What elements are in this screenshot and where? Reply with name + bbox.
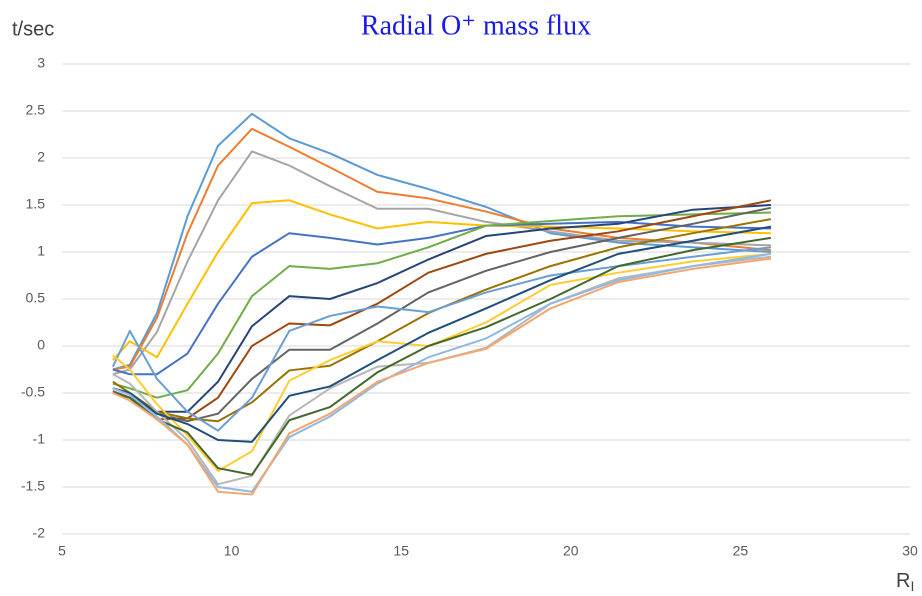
x-tick-label: 30 (902, 543, 918, 559)
y-tick-label: 2.5 (26, 102, 46, 118)
series-line (111, 246, 772, 432)
x-tick-label: 25 (733, 543, 749, 559)
x-axis-label-main: R (896, 570, 910, 592)
series-line (112, 112, 771, 371)
series-line (112, 257, 772, 496)
series-line (112, 199, 772, 421)
series-line (112, 199, 771, 361)
grid (62, 63, 910, 535)
series-line (112, 127, 772, 371)
y-tick-label: -1.5 (21, 478, 45, 494)
series-line (112, 225, 772, 443)
y-tick-label: -0.5 (21, 384, 45, 400)
series-line (112, 220, 771, 376)
y-tick-label: -1 (33, 431, 46, 447)
series-line (112, 150, 771, 376)
y-tick-label: 1 (37, 243, 45, 259)
x-tick-label: 20 (563, 543, 579, 559)
series-line (112, 218, 772, 423)
x-tick-label: 10 (224, 543, 240, 559)
x-tick-label: 5 (58, 543, 66, 559)
series-line (112, 252, 772, 493)
y-axis-label: t/sec (12, 18, 54, 40)
y-tick-label: 1.5 (26, 196, 46, 212)
y-tick-label: 0.5 (26, 290, 46, 306)
x-axis-label-sub: I (910, 578, 914, 594)
chart-title: Radial O⁺ mass flux (361, 10, 591, 41)
series-line (112, 211, 771, 399)
tick-labels: -2 -1.5 -1 -0.5 0 0.5 1 1.5 2 2.5 3 5 10 15 20 25 30 (21, 55, 918, 559)
y-tick-label: 2 (37, 149, 45, 165)
series-line (112, 255, 772, 486)
y-tick-label: 3 (37, 55, 45, 71)
series-line (112, 204, 771, 413)
plot-lines (111, 112, 772, 496)
y-tick-label: -2 (33, 525, 46, 541)
y-tick-label: 0 (37, 337, 45, 353)
x-axis-label: RI (896, 570, 914, 593)
x-tick-label: 15 (393, 543, 409, 559)
series-line (112, 236, 772, 476)
